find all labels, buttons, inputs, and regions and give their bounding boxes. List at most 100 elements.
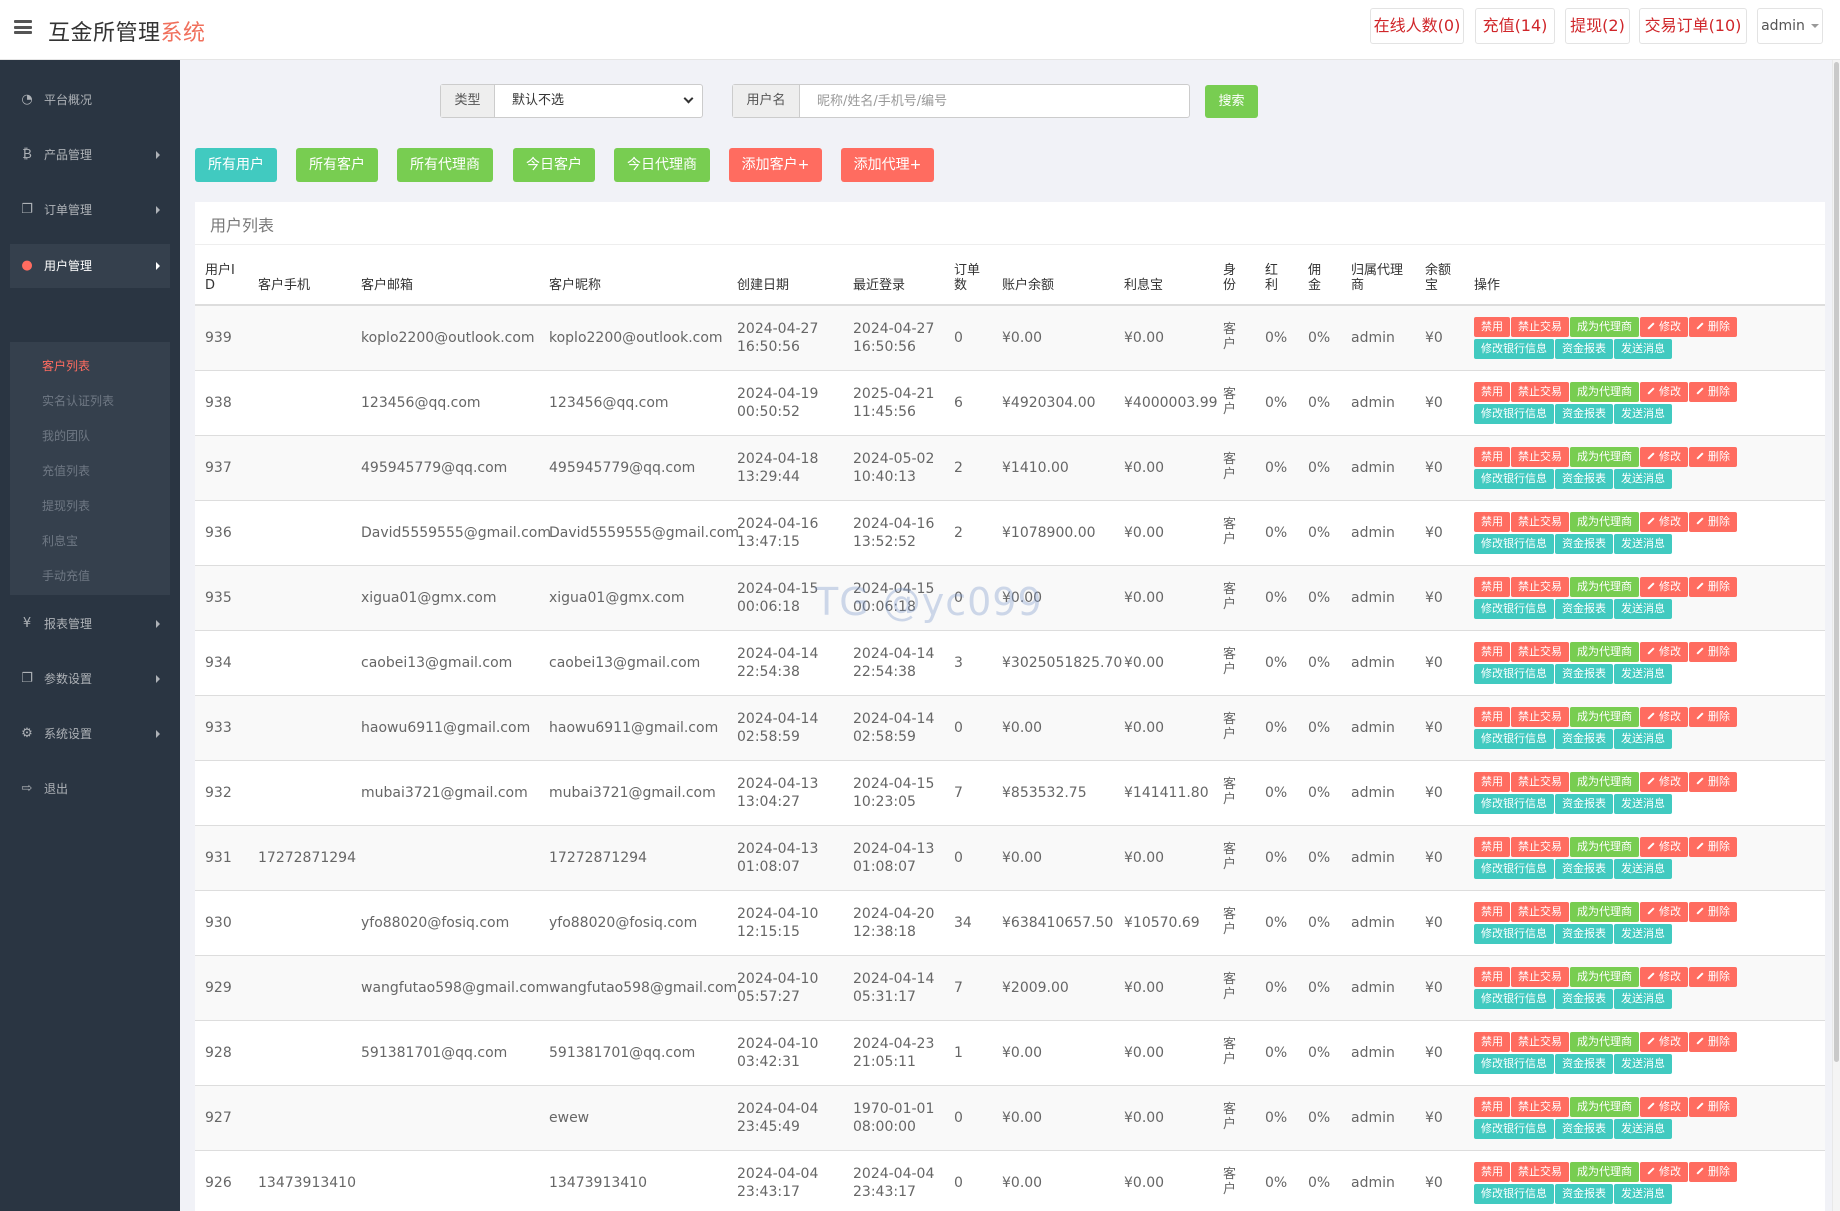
send-message-button[interactable]: 发送消息 <box>1614 793 1672 814</box>
sidebar-item-logout[interactable]: ⇨ 退出 <box>21 781 69 797</box>
edit-bank-button[interactable]: 修改银行信息 <box>1474 858 1554 879</box>
delete-button[interactable]: 删除 <box>1689 966 1737 987</box>
delete-button[interactable]: 删除 <box>1689 1031 1737 1052</box>
edit-button[interactable]: 修改 <box>1640 576 1688 597</box>
type-select[interactable]: 默认不选 <box>496 85 702 117</box>
disable-button[interactable]: 禁用 <box>1474 836 1510 857</box>
disable-button[interactable]: 禁用 <box>1474 511 1510 532</box>
sidebar-item-users[interactable]: ● 用户管理 <box>10 244 170 288</box>
edit-bank-button[interactable]: 修改银行信息 <box>1474 793 1554 814</box>
edit-button[interactable]: 修改 <box>1640 511 1688 532</box>
ban-trade-button[interactable]: 禁止交易 <box>1511 511 1569 532</box>
hamburger-menu-icon[interactable] <box>14 20 32 34</box>
make-agent-button[interactable]: 成为代理商 <box>1570 966 1639 987</box>
ban-trade-button[interactable]: 禁止交易 <box>1511 836 1569 857</box>
ban-trade-button[interactable]: 禁止交易 <box>1511 381 1569 402</box>
edit-bank-button[interactable]: 修改银行信息 <box>1474 403 1554 424</box>
ban-trade-button[interactable]: 禁止交易 <box>1511 1161 1569 1182</box>
disable-button[interactable]: 禁用 <box>1474 641 1510 662</box>
disable-button[interactable]: 禁用 <box>1474 1096 1510 1117</box>
ban-trade-button[interactable]: 禁止交易 <box>1511 576 1569 597</box>
scrollbar-thumb[interactable] <box>1834 62 1839 1062</box>
submenu-my-team[interactable]: 我的团队 <box>42 429 91 443</box>
disable-button[interactable]: 禁用 <box>1474 381 1510 402</box>
sidebar-item-system[interactable]: ⚙ 系统设置 <box>10 712 170 756</box>
all-users-button[interactable]: 所有用户 <box>195 148 277 182</box>
disable-button[interactable]: 禁用 <box>1474 1161 1510 1182</box>
ban-trade-button[interactable]: 禁止交易 <box>1511 316 1569 337</box>
delete-button[interactable]: 删除 <box>1689 706 1737 727</box>
add-agent-button[interactable]: 添加代理+ <box>841 148 934 182</box>
make-agent-button[interactable]: 成为代理商 <box>1570 901 1639 922</box>
send-message-button[interactable]: 发送消息 <box>1614 1118 1672 1139</box>
withdraw-button[interactable]: 提现(2) <box>1565 8 1630 44</box>
ban-trade-button[interactable]: 禁止交易 <box>1511 901 1569 922</box>
fund-report-button[interactable]: 资金报表 <box>1555 858 1613 879</box>
send-message-button[interactable]: 发送消息 <box>1614 728 1672 749</box>
make-agent-button[interactable]: 成为代理商 <box>1570 641 1639 662</box>
edit-bank-button[interactable]: 修改银行信息 <box>1474 1118 1554 1139</box>
edit-bank-button[interactable]: 修改银行信息 <box>1474 468 1554 489</box>
disable-button[interactable]: 禁用 <box>1474 771 1510 792</box>
send-message-button[interactable]: 发送消息 <box>1614 468 1672 489</box>
send-message-button[interactable]: 发送消息 <box>1614 858 1672 879</box>
edit-button[interactable]: 修改 <box>1640 836 1688 857</box>
disable-button[interactable]: 禁用 <box>1474 706 1510 727</box>
send-message-button[interactable]: 发送消息 <box>1614 1053 1672 1074</box>
ban-trade-button[interactable]: 禁止交易 <box>1511 966 1569 987</box>
make-agent-button[interactable]: 成为代理商 <box>1570 576 1639 597</box>
delete-button[interactable]: 删除 <box>1689 511 1737 532</box>
ban-trade-button[interactable]: 禁止交易 <box>1511 446 1569 467</box>
delete-button[interactable]: 删除 <box>1689 901 1737 922</box>
fund-report-button[interactable]: 资金报表 <box>1555 533 1613 554</box>
sidebar-item-params[interactable]: ❐ 参数设置 <box>10 657 170 701</box>
fund-report-button[interactable]: 资金报表 <box>1555 793 1613 814</box>
make-agent-button[interactable]: 成为代理商 <box>1570 836 1639 857</box>
today-agents-button[interactable]: 今日代理商 <box>614 148 710 182</box>
recharge-button[interactable]: 充值(14) <box>1475 8 1555 44</box>
fund-report-button[interactable]: 资金报表 <box>1555 1118 1613 1139</box>
delete-button[interactable]: 删除 <box>1689 641 1737 662</box>
edit-bank-button[interactable]: 修改银行信息 <box>1474 338 1554 359</box>
edit-button[interactable]: 修改 <box>1640 316 1688 337</box>
fund-report-button[interactable]: 资金报表 <box>1555 468 1613 489</box>
submenu-client-list[interactable]: 客户列表 <box>42 359 91 373</box>
send-message-button[interactable]: 发送消息 <box>1614 598 1672 619</box>
send-message-button[interactable]: 发送消息 <box>1614 403 1672 424</box>
ban-trade-button[interactable]: 禁止交易 <box>1511 771 1569 792</box>
search-button[interactable]: 搜索 <box>1205 85 1258 118</box>
edit-bank-button[interactable]: 修改银行信息 <box>1474 533 1554 554</box>
send-message-button[interactable]: 发送消息 <box>1614 1183 1672 1204</box>
make-agent-button[interactable]: 成为代理商 <box>1570 1031 1639 1052</box>
edit-button[interactable]: 修改 <box>1640 966 1688 987</box>
delete-button[interactable]: 删除 <box>1689 1096 1737 1117</box>
disable-button[interactable]: 禁用 <box>1474 446 1510 467</box>
admin-user-dropdown[interactable]: admin <box>1757 8 1823 44</box>
fund-report-button[interactable]: 资金报表 <box>1555 1183 1613 1204</box>
disable-button[interactable]: 禁用 <box>1474 576 1510 597</box>
disable-button[interactable]: 禁用 <box>1474 966 1510 987</box>
disable-button[interactable]: 禁用 <box>1474 1031 1510 1052</box>
make-agent-button[interactable]: 成为代理商 <box>1570 511 1639 532</box>
edit-button[interactable]: 修改 <box>1640 901 1688 922</box>
trade-orders-button[interactable]: 交易订单(10) <box>1639 8 1747 44</box>
fund-report-button[interactable]: 资金报表 <box>1555 923 1613 944</box>
edit-bank-button[interactable]: 修改银行信息 <box>1474 988 1554 1009</box>
make-agent-button[interactable]: 成为代理商 <box>1570 771 1639 792</box>
ban-trade-button[interactable]: 禁止交易 <box>1511 1031 1569 1052</box>
ban-trade-button[interactable]: 禁止交易 <box>1511 641 1569 662</box>
sidebar-item-orders[interactable]: ❐ 订单管理 <box>10 188 170 232</box>
make-agent-button[interactable]: 成为代理商 <box>1570 1096 1639 1117</box>
make-agent-button[interactable]: 成为代理商 <box>1570 446 1639 467</box>
delete-button[interactable]: 删除 <box>1689 316 1737 337</box>
edit-button[interactable]: 修改 <box>1640 1161 1688 1182</box>
submenu-withdraw-list[interactable]: 提现列表 <box>42 499 91 513</box>
edit-button[interactable]: 修改 <box>1640 446 1688 467</box>
edit-bank-button[interactable]: 修改银行信息 <box>1474 1183 1554 1204</box>
page-scrollbar[interactable] <box>1832 60 1840 1211</box>
delete-button[interactable]: 删除 <box>1689 446 1737 467</box>
fund-report-button[interactable]: 资金报表 <box>1555 728 1613 749</box>
edit-bank-button[interactable]: 修改银行信息 <box>1474 728 1554 749</box>
ban-trade-button[interactable]: 禁止交易 <box>1511 1096 1569 1117</box>
today-clients-button[interactable]: 今日客户 <box>513 148 595 182</box>
